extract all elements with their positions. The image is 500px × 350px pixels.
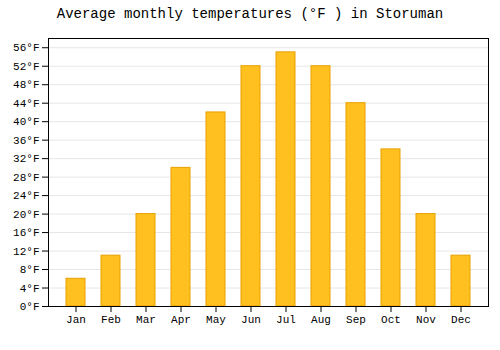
svg-text:Aug: Aug	[311, 314, 331, 326]
svg-text:4°F: 4°F	[20, 283, 40, 295]
svg-text:28°F: 28°F	[13, 172, 39, 184]
svg-text:Apr: Apr	[171, 314, 191, 326]
svg-text:Jun: Jun	[241, 314, 261, 326]
svg-text:Mar: Mar	[136, 314, 156, 326]
svg-text:0°F: 0°F	[20, 301, 40, 313]
svg-text:12°F: 12°F	[13, 246, 39, 258]
svg-text:Jul: Jul	[276, 314, 296, 326]
html-text:Average monthly temperatures (: Average monthly temperatures (°F ) in St…	[56, 6, 444, 22]
svg-text:Sep: Sep	[346, 314, 366, 326]
svg-text:24°F: 24°F	[13, 190, 39, 202]
svg-text:44°F: 44°F	[13, 98, 39, 110]
svg-text:56°F: 56°F	[13, 42, 39, 54]
svg-text:Feb: Feb	[101, 314, 121, 326]
svg-text:May: May	[206, 314, 226, 326]
svg-text:20°F: 20°F	[13, 209, 39, 221]
svg-text:48°F: 48°F	[13, 79, 39, 91]
svg-text:Dec: Dec	[451, 314, 471, 326]
svg-text:Oct: Oct	[381, 314, 401, 326]
svg-text:Jan: Jan	[66, 314, 86, 326]
svg-text:52°F: 52°F	[13, 61, 39, 73]
svg-text:32°F: 32°F	[13, 153, 39, 165]
svg-text:Nov: Nov	[416, 314, 436, 326]
svg-text:36°F: 36°F	[13, 135, 39, 147]
svg-text:40°F: 40°F	[13, 116, 39, 128]
svg-text:16°F: 16°F	[13, 227, 39, 239]
svg-text:8°F: 8°F	[20, 264, 40, 276]
